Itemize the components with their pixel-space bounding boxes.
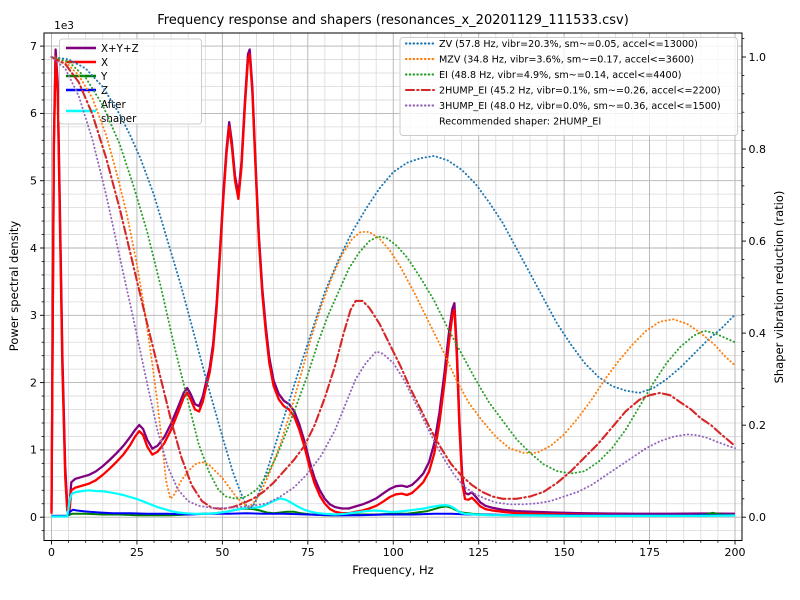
legend-item-y: Y: [66, 71, 108, 83]
legend-item-zv: ZV (57.8 Hz, vibr=20.3%, sm~=0.05, accel…: [404, 39, 698, 50]
legend-item-2hump-ei: 2HUMP_EI (45.2 Hz, vibr=0.1%, sm~=0.26, …: [404, 86, 721, 97]
y-right-tick-label: 0.4: [749, 327, 767, 340]
legend-item-z: Z: [66, 85, 108, 97]
y-left-tick-label: 4: [30, 242, 37, 255]
legend-item-x-y-z: X+Y+Z: [66, 43, 139, 55]
y-left-tick-label: 3: [30, 309, 37, 322]
legend-item-x: X: [66, 57, 108, 69]
x-tick-label: 200: [725, 546, 746, 559]
y-axis-left-label: Power spectral density: [7, 221, 21, 352]
y-left-tick-label: 2: [30, 376, 37, 389]
psd-curves: [50, 48, 736, 518]
y-axis-right-label: Shaper vibration reduction (ratio): [772, 191, 786, 384]
tick-labels: 0 25 50 75 100 125 150 175 200 0 1 2 3 4 5 6 7 0.0 0.2 0.4 0…: [30, 40, 766, 559]
y-right-tick-label: 0.2: [749, 419, 767, 432]
x-tick-label: 125: [468, 546, 489, 559]
series-3hump-ei-curve: [50, 56, 736, 509]
legend-label: ZV (57.8 Hz, vibr=20.3%, sm~=0.05, accel…: [439, 39, 698, 50]
axis-ticks: [40, 38, 746, 545]
x-axis-label: Frequency, Hz: [352, 563, 433, 577]
series-ei-curve: [50, 56, 736, 500]
series-x-curve: [50, 53, 735, 517]
legend-label: EI (48.8 Hz, vibr=4.9%, sm~=0.14, accel<…: [439, 70, 681, 81]
y-left-tick-label: 7: [30, 40, 37, 53]
shaper-curves: [50, 55, 737, 510]
x-tick-label: 150: [554, 546, 575, 559]
y-right-tick-label: 0.0: [749, 511, 767, 524]
legend-label: X: [101, 57, 108, 69]
y-left-tick-label: 1: [30, 444, 37, 457]
y-left-tick-label: 6: [30, 107, 37, 120]
legend-label: MZV (34.8 Hz, vibr=3.6%, sm~=0.17, accel…: [439, 55, 694, 66]
legend-label: 2HUMP_EI (45.2 Hz, vibr=0.1%, sm~=0.26, …: [439, 86, 721, 97]
legend-item-ei: EI (48.8 Hz, vibr=4.9%, sm~=0.14, accel<…: [404, 70, 681, 81]
legend-label: Y: [100, 71, 108, 83]
x-tick-label: 75: [301, 546, 315, 559]
y-right-tick-label: 0.8: [749, 143, 767, 156]
legend-label: Z: [101, 85, 108, 97]
y-right-tick-label: 1.0: [749, 51, 767, 64]
series-zv-curve: [50, 56, 736, 510]
y-left-tick-label: 0: [30, 511, 37, 524]
chart-title: Frequency response and shapers (resonanc…: [157, 13, 629, 28]
x-tick-label: 0: [48, 546, 55, 559]
legend-right: ZV (57.8 Hz, vibr=20.3%, sm~=0.05, accel…: [399, 37, 738, 136]
x-tick-label: 100: [383, 546, 404, 559]
legend-item-mzv: MZV (34.8 Hz, vibr=3.6%, sm~=0.17, accel…: [404, 55, 694, 66]
series-after-shaper-curve: [51, 489, 736, 518]
legend-label: 3HUMP_EI (48.0 Hz, vibr=0.0%, sm~=0.36, …: [439, 101, 721, 112]
y-axis-offset-text: 1e3: [54, 20, 74, 32]
legend-item-3hump-ei: 3HUMP_EI (48.0 Hz, vibr=0.0%, sm~=0.36, …: [404, 101, 721, 112]
y-right-tick-label: 0.6: [749, 235, 767, 248]
x-tick-label: 175: [639, 546, 660, 559]
y-left-tick-label: 5: [30, 175, 37, 188]
x-tick-label: 25: [130, 546, 144, 559]
recommended-shaper-note: Recommended shaper: 2HUMP_EI: [439, 117, 601, 128]
legend-label: X+Y+Z: [101, 43, 139, 55]
x-tick-label: 50: [215, 546, 229, 559]
series-2hump-ei-curve: [50, 55, 737, 510]
